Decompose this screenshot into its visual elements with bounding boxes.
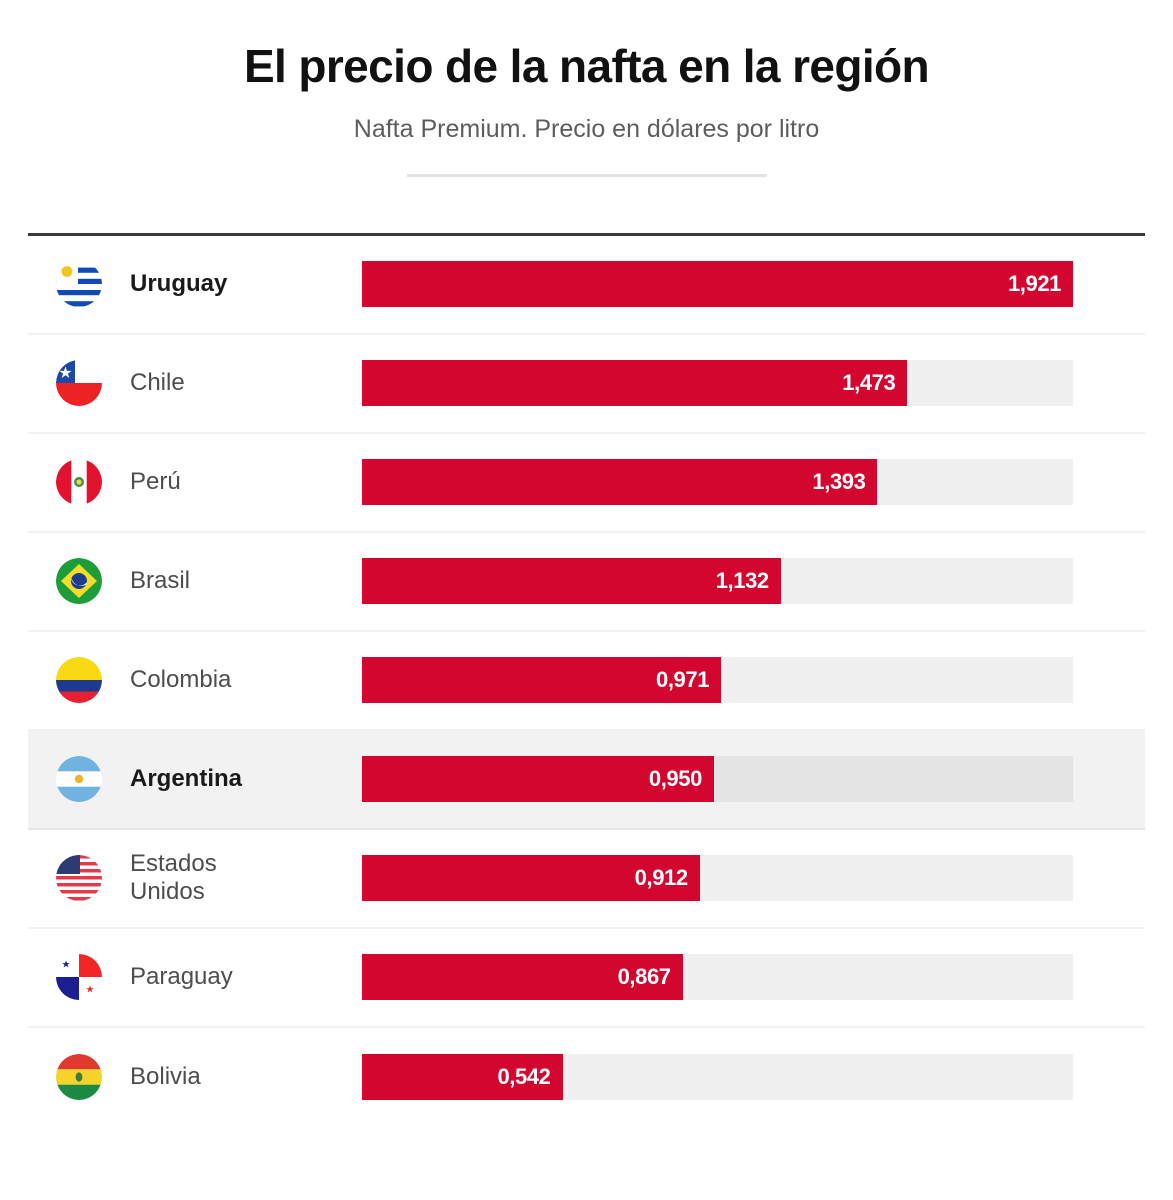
flag-bolivia-icon [56,1054,102,1101]
bar-track: 1,393 [362,459,1073,506]
bar-chart: Uruguay 1,921 Chile 1,473 Perú 1,393 Brasil 1,1… [28,232,1145,1127]
country-label-line: Chile [130,369,185,397]
flag-cell [28,855,130,902]
bar-fill: 1,921 [362,261,1073,308]
bar-track: 0,912 [362,855,1073,902]
bar-value-label: 1,132 [715,568,769,594]
bar-fill: 1,132 [362,558,781,605]
country-label-line: Perú [130,468,181,496]
bar-value-label: 0,542 [497,1064,551,1090]
table-row: Bolivia 0,542 [28,1028,1145,1127]
bar-value-label: 1,393 [812,469,866,495]
table-row: Perú 1,393 [28,434,1145,533]
country-label: Paraguay [130,963,362,991]
country-label-line: Brasil [130,567,191,595]
flag-cell [28,360,130,407]
flag-cell [28,261,130,308]
flag-cell [28,558,130,605]
bar-value-label: 0,971 [655,667,710,693]
bar-track: 1,473 [362,360,1073,407]
bar-value-label: 0,867 [617,964,671,990]
bar-cell: 1,473 [362,360,1145,407]
flag-colombia-icon [56,657,102,704]
bar-fill: 1,473 [362,360,908,407]
flag-cell [28,756,130,803]
country-label-line: Unidos [130,878,205,906]
flag-estados-unidos-icon [56,855,102,902]
bar-track: 1,921 [362,261,1073,308]
bar-cell: 1,921 [362,261,1145,308]
bar-cell: 0,542 [362,1054,1145,1101]
bar-fill: 0,912 [362,855,700,902]
country-label-line: Estados [130,849,217,877]
chart-header: El precio de la nafta en la región Nafta… [0,0,1173,177]
bar-cell: 1,132 [362,558,1145,605]
bar-cell: 0,867 [362,954,1145,1001]
country-label: Bolivia [130,1063,362,1091]
country-label-line: Colombia [130,666,232,694]
bar-cell: 0,950 [362,756,1145,803]
flag-peru-icon [56,459,102,506]
bar-track: 0,950 [362,756,1073,803]
bar-value-label: 1,473 [842,370,896,396]
country-label: Uruguay [130,270,362,298]
page-title: El precio de la nafta en la región [243,40,930,92]
country-label: Estados Unidos [130,850,362,907]
page-subtitle: Nafta Premium. Precio en dólares por lit… [353,114,820,143]
table-row: Brasil 1,132 [28,533,1145,632]
table-row: Paraguay 0,867 [28,929,1145,1028]
country-label-line: Paraguay [130,963,233,991]
country-label-line: Argentina [130,765,243,793]
bar-fill: 0,950 [362,756,714,803]
flag-uruguay-icon [56,261,102,308]
header-divider [406,173,767,177]
flag-paraguay-icon [56,954,102,1001]
bar-track: 0,542 [362,1054,1073,1101]
table-row: Chile 1,473 [28,335,1145,434]
bar-cell: 0,912 [362,855,1145,902]
table-row: Estados Unidos 0,912 [28,830,1145,929]
country-label: Brasil [130,567,362,595]
bar-track: 1,132 [362,558,1073,605]
flag-brasil-icon [56,558,102,605]
flag-cell [28,954,130,1001]
table-row: Uruguay 1,921 [28,236,1145,335]
country-label: Argentina [130,765,362,793]
country-label: Colombia [130,666,362,694]
flag-cell [28,459,130,506]
bar-fill: 1,393 [362,459,878,506]
bar-value-label: 0,950 [648,766,702,792]
bar-fill: 0,542 [362,1054,563,1101]
country-label-line: Uruguay [130,270,228,298]
bar-track: 0,971 [362,657,1073,704]
flag-argentina-icon [56,756,102,803]
flag-cell [28,657,130,704]
table-row: Argentina 0,950 [28,730,1145,830]
bar-fill: 0,867 [362,954,683,1001]
country-label: Chile [130,369,362,397]
country-label: Perú [130,468,362,496]
country-label-line: Bolivia [130,1063,201,1091]
bar-cell: 1,393 [362,459,1145,506]
table-row: Colombia 0,971 [28,632,1145,731]
bar-value-label: 1,921 [1007,271,1061,297]
bar-track: 0,867 [362,954,1073,1001]
flag-chile-icon [56,360,102,407]
bar-fill: 0,971 [362,657,722,704]
bar-cell: 0,971 [362,657,1145,704]
bar-value-label: 0,912 [634,865,688,891]
flag-cell [28,1054,130,1101]
